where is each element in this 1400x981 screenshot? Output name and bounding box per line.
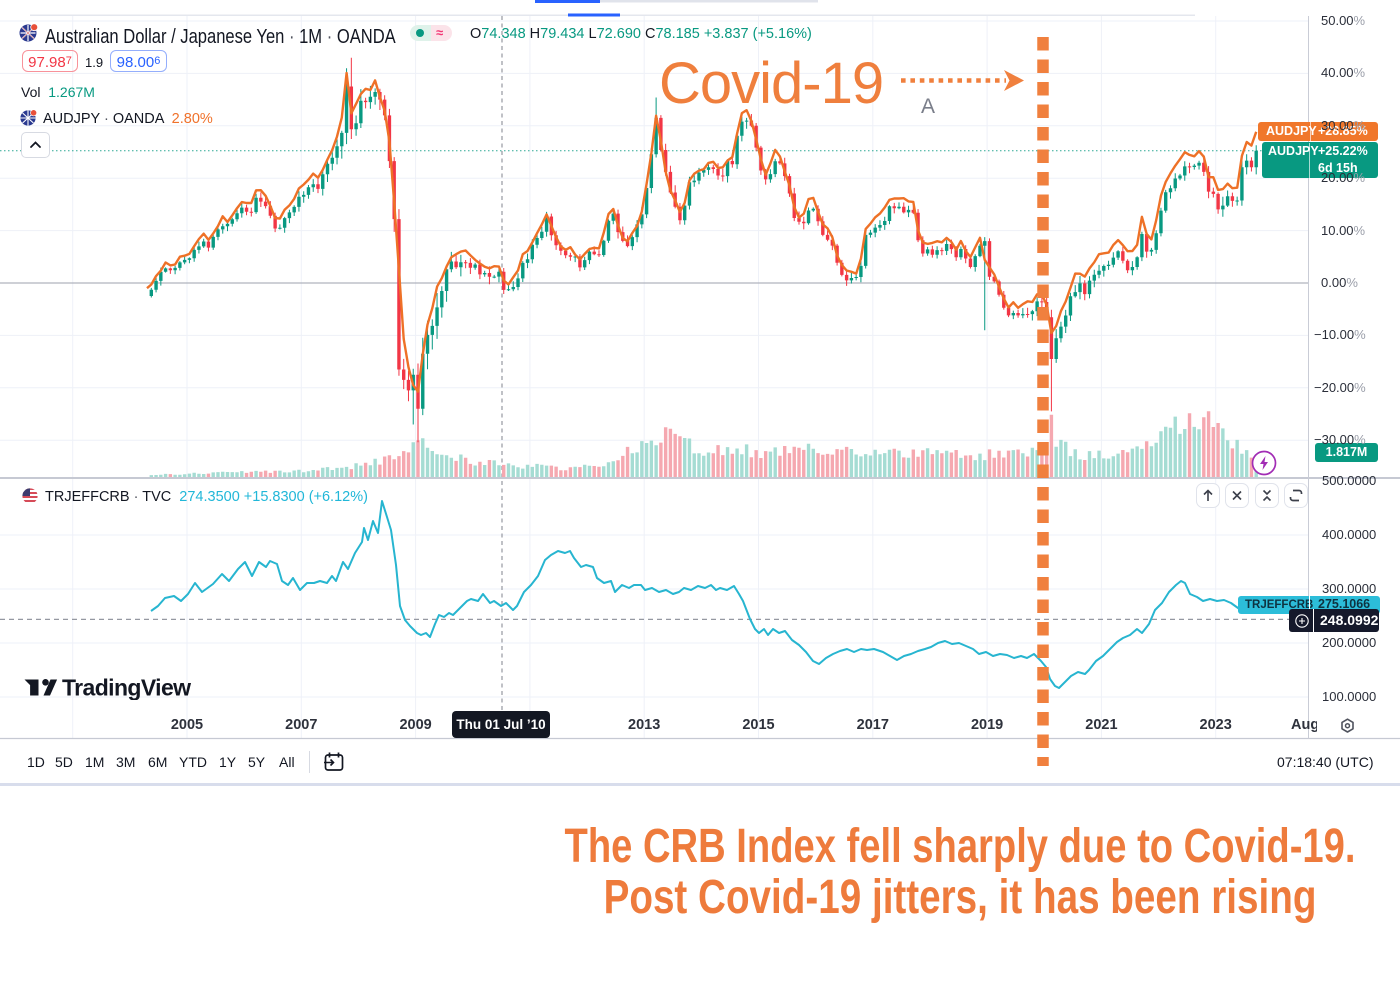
svg-text:TradingView: TradingView	[62, 678, 191, 700]
